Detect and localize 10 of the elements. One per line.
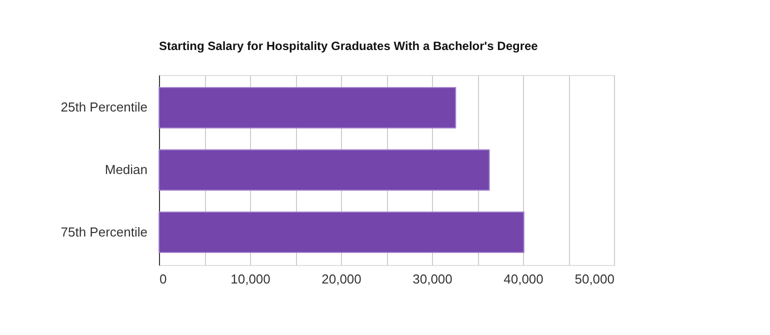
x-tick-label: 10,000 xyxy=(230,272,270,286)
y-tick-label: Median xyxy=(104,162,148,177)
x-tick-label: 40,000 xyxy=(504,272,544,286)
x-tick-label: 30,000 xyxy=(412,272,452,286)
x-tick-label: 50,000 xyxy=(574,272,614,286)
x-tick-label: 0 xyxy=(160,272,167,286)
x-tick-label: 20,000 xyxy=(322,272,362,286)
chart-title: Starting Salary for Hospitality Graduates With a Bachelor's Degree xyxy=(159,39,538,53)
y-tick-label: 25th Percentile xyxy=(60,100,148,115)
y-tick-label: 75th Percentile xyxy=(60,224,148,240)
